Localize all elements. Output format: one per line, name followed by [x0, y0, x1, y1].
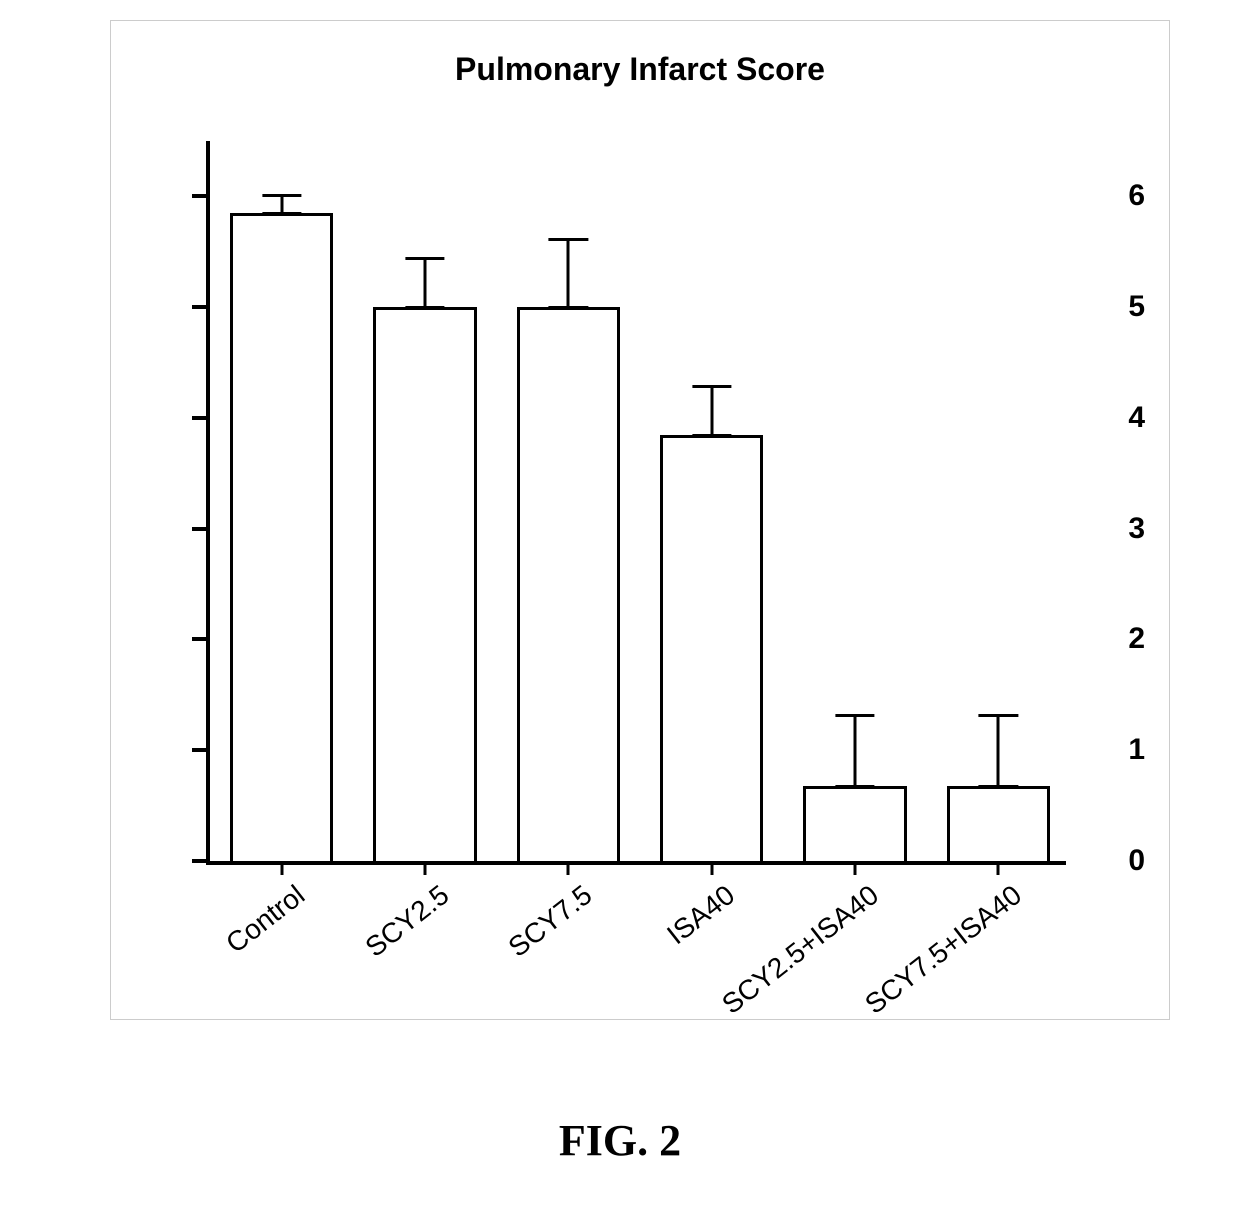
- x-tick-label: SCY7.5: [502, 879, 598, 964]
- error-bar-cap: [835, 785, 874, 788]
- x-tick-label: SCY7.5+ISA40: [859, 879, 1028, 1021]
- error-bar-cap: [979, 714, 1018, 717]
- y-tick-label: 6: [151, 179, 1145, 213]
- error-bar-cap: [549, 238, 588, 241]
- x-tick-label: ISA40: [662, 879, 742, 951]
- error-bar-cap: [835, 714, 874, 717]
- y-tick-label: 5: [151, 290, 1145, 324]
- figure-label: FIG. 2: [0, 1115, 1240, 1166]
- y-tick-label: 4: [151, 401, 1145, 435]
- y-tick-label: 3: [151, 512, 1145, 546]
- bar: [517, 307, 620, 861]
- y-tick-label: 1: [151, 733, 1145, 767]
- chart-title: Pulmonary Infarct Score: [111, 51, 1169, 88]
- error-bar-cap: [405, 257, 444, 260]
- error-bar-cap: [979, 785, 1018, 788]
- y-tick-label: 0: [151, 844, 1145, 878]
- y-tick-label: 2: [151, 622, 1145, 656]
- chart-frame: Pulmonary Infarct Score Control SCY2.5 SCY…: [110, 20, 1170, 1020]
- x-tick-label: SCY2.5+ISA40: [716, 879, 885, 1021]
- error-bar-cap: [692, 385, 731, 388]
- x-tick-label: SCY2.5: [359, 879, 455, 964]
- bar: [373, 307, 476, 861]
- x-tick-label: Control: [221, 879, 312, 960]
